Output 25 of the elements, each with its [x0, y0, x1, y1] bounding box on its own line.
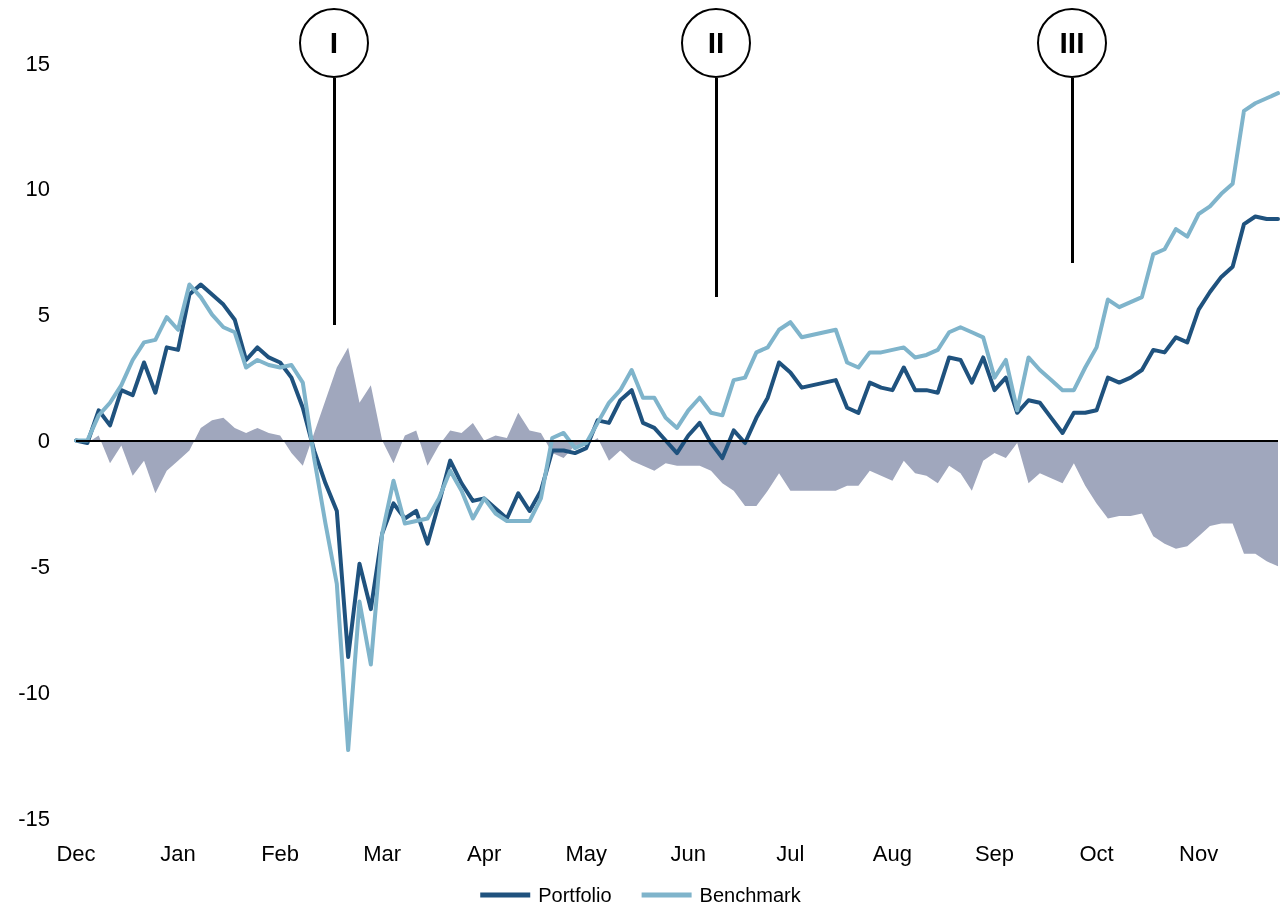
x-tick-label: Jan: [160, 840, 196, 866]
x-tick-label: Oct: [1079, 840, 1114, 866]
callout-pin: III: [1037, 8, 1107, 263]
legend-label: Portfolio: [538, 884, 612, 906]
x-tick-label: Apr: [467, 840, 502, 866]
x-tick-label: Dec: [56, 840, 96, 866]
legend-label: Benchmark: [699, 884, 802, 906]
x-tick-label: Feb: [261, 840, 300, 866]
x-tick-label: Sep: [974, 840, 1015, 866]
x-tick-label: Mar: [363, 840, 402, 866]
x-tick-label: Aug: [872, 840, 913, 866]
x-tick-label: May: [565, 840, 608, 866]
y-tick-label: -15: [18, 805, 50, 831]
y-tick-label: 10: [25, 176, 50, 202]
y-tick-label: 15: [25, 50, 50, 76]
line-series: [74, 91, 1280, 753]
x-tick-label: Jul: [776, 840, 805, 866]
y-tick-label: 0: [37, 428, 50, 453]
y-tick-label: -5: [30, 553, 50, 579]
callout-pin: I: [299, 8, 369, 325]
x-tick-label: Nov: [1179, 840, 1219, 866]
callout-pin: II: [681, 8, 751, 297]
y-tick-label: 5: [37, 302, 50, 328]
x-tick-label: Jun: [670, 840, 707, 866]
y-tick-label: -10: [18, 679, 50, 705]
